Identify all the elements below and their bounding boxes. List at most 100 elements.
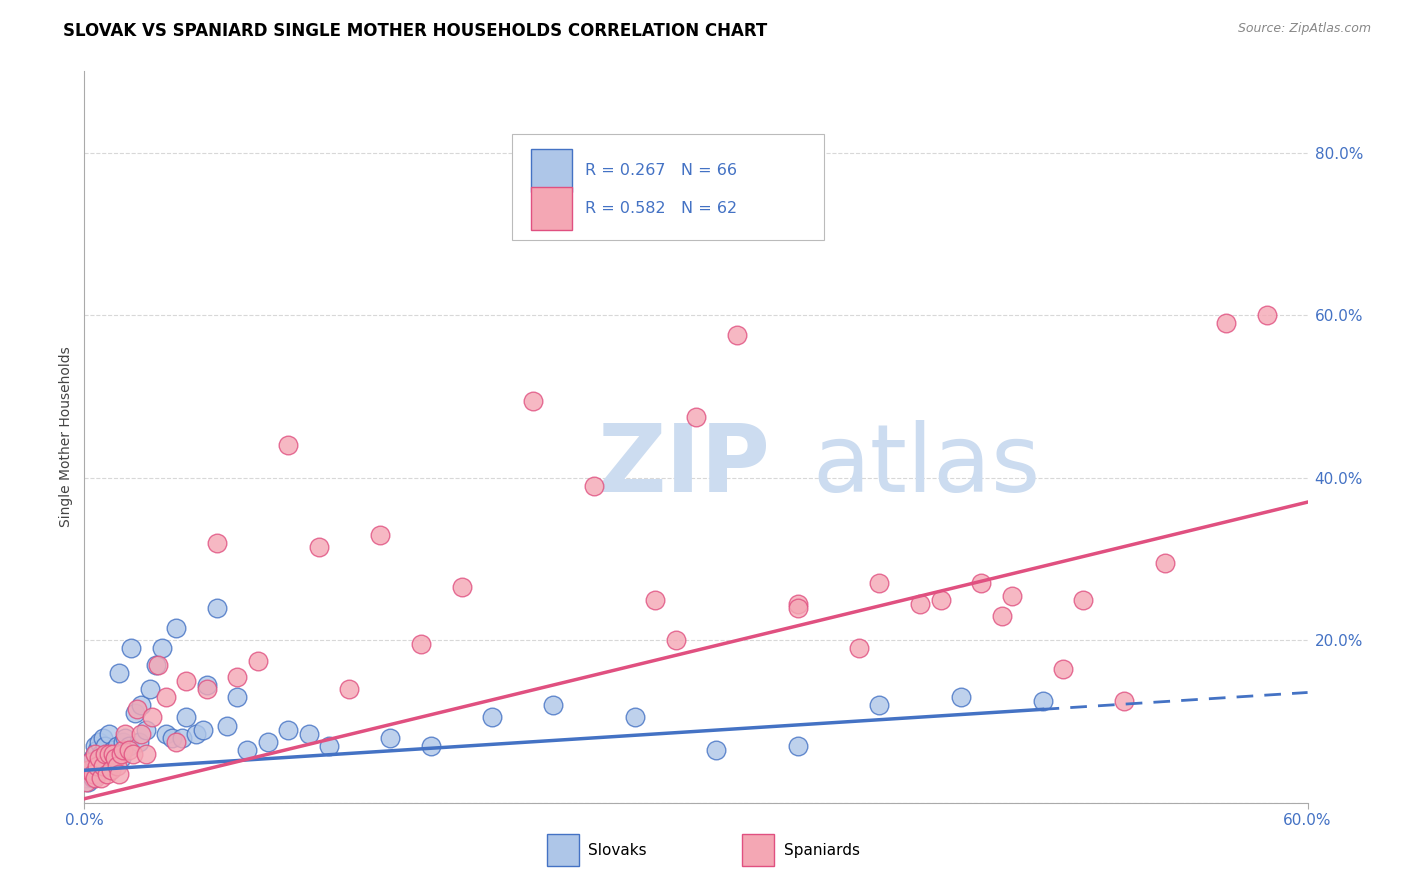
Point bbox=[848, 641, 870, 656]
Point bbox=[165, 621, 187, 635]
Point bbox=[308, 540, 330, 554]
Point bbox=[339, 681, 361, 696]
Point bbox=[1001, 589, 1024, 603]
Point bbox=[165, 735, 187, 749]
Point bbox=[112, 743, 135, 757]
Point bbox=[101, 747, 124, 761]
Point bbox=[90, 764, 112, 778]
Point bbox=[318, 739, 340, 753]
Point bbox=[368, 527, 391, 541]
Point bbox=[1073, 592, 1095, 607]
Point bbox=[97, 747, 120, 761]
Point bbox=[1215, 316, 1237, 330]
Text: R = 0.267   N = 66: R = 0.267 N = 66 bbox=[585, 163, 737, 178]
Point bbox=[1154, 556, 1177, 570]
Text: atlas: atlas bbox=[813, 420, 1040, 512]
Point bbox=[869, 698, 891, 713]
Point bbox=[409, 637, 432, 651]
Point bbox=[79, 755, 101, 769]
Point bbox=[90, 772, 112, 786]
Point bbox=[90, 747, 112, 761]
FancyBboxPatch shape bbox=[513, 134, 824, 240]
Point bbox=[118, 743, 141, 757]
Point bbox=[83, 747, 105, 761]
Point bbox=[87, 735, 110, 749]
FancyBboxPatch shape bbox=[547, 834, 578, 866]
Point bbox=[155, 727, 177, 741]
Point bbox=[77, 764, 100, 778]
FancyBboxPatch shape bbox=[531, 186, 572, 230]
Point bbox=[205, 535, 228, 549]
Point bbox=[869, 576, 891, 591]
Point bbox=[226, 670, 249, 684]
Point bbox=[131, 698, 153, 713]
Point bbox=[380, 731, 402, 745]
Point bbox=[96, 747, 118, 761]
Point bbox=[420, 739, 443, 753]
Point bbox=[110, 751, 132, 765]
Point bbox=[481, 710, 503, 724]
Point bbox=[195, 681, 218, 696]
Point bbox=[644, 592, 666, 607]
Text: SLOVAK VS SPANIARD SINGLE MOTHER HOUSEHOLDS CORRELATION CHART: SLOVAK VS SPANIARD SINGLE MOTHER HOUSEHO… bbox=[63, 22, 768, 40]
Point bbox=[217, 718, 239, 732]
Point bbox=[91, 751, 114, 765]
Point bbox=[87, 755, 110, 769]
Point bbox=[991, 608, 1014, 623]
Y-axis label: Single Mother Households: Single Mother Households bbox=[59, 347, 73, 527]
Point bbox=[82, 751, 104, 765]
Point bbox=[83, 739, 105, 753]
Point bbox=[257, 735, 280, 749]
Point bbox=[583, 479, 606, 493]
Point bbox=[787, 597, 810, 611]
Point bbox=[97, 727, 120, 741]
Point bbox=[128, 735, 150, 749]
Point bbox=[93, 747, 115, 761]
Point bbox=[725, 328, 748, 343]
Text: ZIP: ZIP bbox=[598, 420, 770, 512]
Point bbox=[105, 739, 128, 753]
Point bbox=[104, 751, 127, 765]
Point bbox=[82, 767, 104, 781]
Point bbox=[706, 743, 728, 757]
Point bbox=[450, 581, 472, 595]
Point bbox=[236, 743, 259, 757]
Point bbox=[108, 665, 131, 680]
Point bbox=[127, 702, 149, 716]
Point bbox=[120, 641, 142, 656]
Point bbox=[96, 767, 118, 781]
Point bbox=[205, 600, 228, 615]
FancyBboxPatch shape bbox=[531, 149, 572, 193]
Point bbox=[114, 731, 136, 745]
Point bbox=[91, 759, 114, 773]
Point bbox=[87, 751, 110, 765]
Text: Slovaks: Slovaks bbox=[588, 843, 647, 858]
Point bbox=[110, 747, 132, 761]
Point bbox=[665, 633, 688, 648]
Point bbox=[118, 739, 141, 753]
Point bbox=[93, 755, 115, 769]
Point bbox=[100, 751, 122, 765]
Point bbox=[114, 727, 136, 741]
Point bbox=[145, 657, 167, 672]
Point bbox=[685, 409, 707, 424]
Point bbox=[112, 735, 135, 749]
Point bbox=[1032, 694, 1054, 708]
Point bbox=[298, 727, 321, 741]
Point bbox=[108, 767, 131, 781]
Point bbox=[141, 710, 163, 724]
Text: R = 0.582   N = 62: R = 0.582 N = 62 bbox=[585, 201, 737, 216]
Point bbox=[160, 731, 183, 745]
Point bbox=[1052, 662, 1074, 676]
Point bbox=[186, 727, 208, 741]
Point bbox=[79, 755, 101, 769]
Point bbox=[155, 690, 177, 705]
Point bbox=[135, 747, 157, 761]
Point bbox=[1256, 308, 1278, 322]
Point bbox=[83, 764, 105, 778]
Point bbox=[93, 739, 115, 753]
Text: Source: ZipAtlas.com: Source: ZipAtlas.com bbox=[1237, 22, 1371, 36]
Point bbox=[135, 723, 157, 737]
Point bbox=[122, 747, 145, 761]
Point bbox=[174, 673, 197, 688]
